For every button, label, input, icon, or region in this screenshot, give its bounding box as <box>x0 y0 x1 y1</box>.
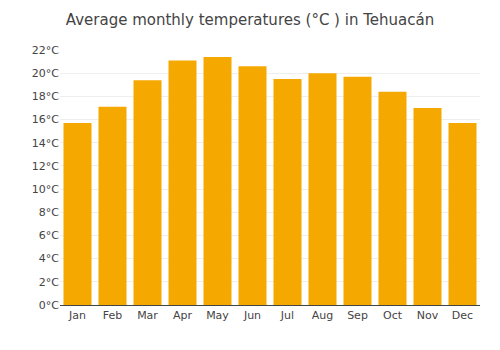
svg-text:Oct: Oct <box>383 309 403 322</box>
svg-text:18°C: 18°C <box>32 90 59 103</box>
svg-text:Mar: Mar <box>137 309 158 322</box>
svg-text:16°C: 16°C <box>32 113 59 126</box>
svg-text:6°C: 6°C <box>39 229 59 242</box>
svg-text:10°C: 10°C <box>32 183 59 196</box>
svg-text:12°C: 12°C <box>32 160 59 173</box>
svg-text:Apr: Apr <box>173 309 193 322</box>
svg-text:Average monthly temperatures (: Average monthly temperatures (°C ) in Te… <box>66 11 434 29</box>
svg-text:Feb: Feb <box>103 309 122 322</box>
svg-text:Jun: Jun <box>243 309 261 322</box>
svg-text:22°C: 22°C <box>32 44 59 57</box>
svg-text:Jul: Jul <box>280 309 294 322</box>
svg-text:Nov: Nov <box>417 309 439 322</box>
svg-text:14°C: 14°C <box>32 137 59 150</box>
svg-text:20°C: 20°C <box>32 67 59 80</box>
svg-text:Aug: Aug <box>312 309 333 322</box>
svg-text:May: May <box>206 309 229 322</box>
svg-text:2°C: 2°C <box>39 276 59 289</box>
svg-text:8°C: 8°C <box>39 206 59 219</box>
svg-text:0°C: 0°C <box>39 299 59 312</box>
svg-text:4°C: 4°C <box>39 252 59 265</box>
svg-text:Jan: Jan <box>68 309 86 322</box>
svg-text:Dec: Dec <box>452 309 473 322</box>
svg-text:Sep: Sep <box>347 309 368 322</box>
